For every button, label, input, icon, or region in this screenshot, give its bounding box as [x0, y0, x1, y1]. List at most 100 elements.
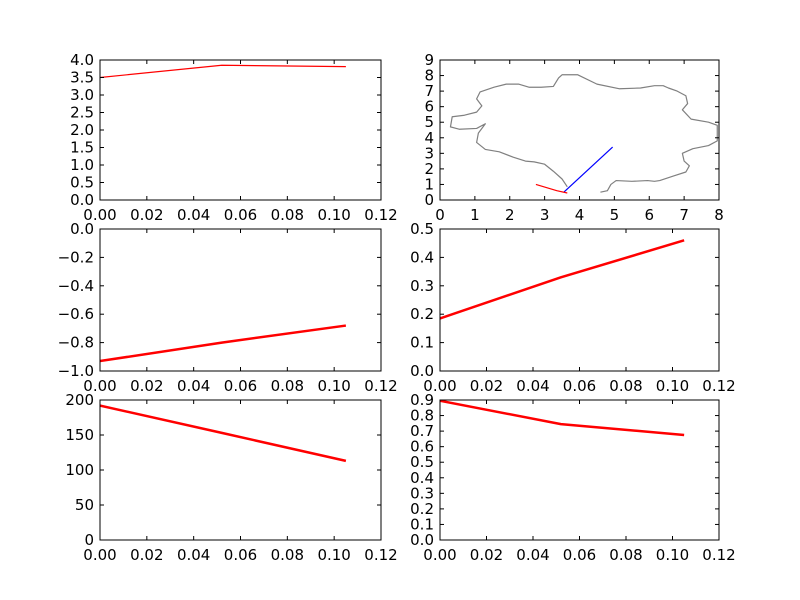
x-tick-label: 0.02 [470, 546, 503, 564]
y-tick-label: 0.1 [410, 515, 434, 533]
x-tick-label: 0.08 [271, 377, 304, 395]
y-tick-label: 0.4 [410, 469, 434, 487]
y-tick-label: 3.5 [70, 69, 94, 87]
x-tick-label: 6 [644, 206, 654, 224]
subplot-4: 0.00 0.02 0.04 0.06 0.08 0.10 0.12 0.0 0.1 0.2 0.3… [410, 220, 736, 395]
axes-background [99, 399, 382, 541]
y-tick-label: −0.6 [58, 305, 94, 323]
x-tick-label: 0.12 [364, 206, 397, 224]
x-tick-label: 0.06 [563, 377, 596, 395]
y-tick-label: 2.0 [70, 121, 94, 139]
x-tick-label: 0.10 [656, 546, 689, 564]
y-tick-label: 0.5 [410, 453, 434, 471]
y-tick-label: 0.0 [70, 220, 94, 238]
y-tick-label: 2.5 [70, 104, 94, 122]
x-tick-label: 0.00 [83, 546, 116, 564]
x-tick-label: 0.04 [177, 377, 210, 395]
x-tick-label: 0.10 [317, 546, 350, 564]
series-line-1 [100, 404, 347, 463]
y-tick-label: 0.2 [410, 305, 434, 323]
x-tick-label: 0.00 [423, 377, 456, 395]
y-tick-label: 6 [424, 98, 434, 116]
y-tick-label: 1 [424, 175, 434, 193]
x-tick-label: 0.00 [83, 206, 116, 224]
axes-background [439, 228, 720, 372]
x-tick-label: 1 [470, 206, 480, 224]
x-tick-label: 0.08 [609, 377, 642, 395]
axes-background [439, 59, 720, 201]
y-tick-label: 4 [424, 129, 434, 147]
y-tick-label: 200 [65, 391, 94, 409]
x-tick-label: 0.04 [516, 546, 549, 564]
subplot-5: 0.00 0.02 0.04 0.06 0.08 0.10 0.12 0 50 100 150 200 [65, 391, 397, 564]
y-tick-label: 0.0 [70, 191, 94, 209]
x-tick-label: 5 [610, 206, 620, 224]
y-tick-label: 8 [424, 67, 434, 85]
y-tick-label: 0.2 [410, 500, 434, 518]
x-tick-label: 0.10 [317, 206, 350, 224]
x-tick-label: 0.06 [224, 206, 257, 224]
y-tick-label: 7 [424, 82, 434, 100]
y-tick-label: 150 [65, 426, 94, 444]
x-tick-label: 0.02 [470, 377, 503, 395]
x-tick-label: 8 [714, 206, 724, 224]
y-tick-label: 0.1 [410, 334, 434, 352]
y-tick-label: 100 [65, 461, 94, 479]
y-tick-label: 9 [424, 51, 434, 69]
x-tick-label: 0.04 [516, 377, 549, 395]
series-line-1 [440, 400, 685, 437]
x-tick-label: 0.10 [317, 377, 350, 395]
y-tick-label: 0.7 [410, 422, 434, 440]
y-tick-label: 0 [424, 191, 434, 209]
y-tick-label: −0.8 [58, 334, 94, 352]
series-line-2 [563, 146, 614, 193]
y-tick-label: 3 [424, 144, 434, 162]
y-tick-label: 0.6 [410, 438, 434, 456]
subplot-1: 0.00 0.02 0.04 0.06 0.08 0.10 0.12 0.00.51.01.5… [70, 51, 398, 224]
series-line-1 [100, 324, 347, 363]
y-tick-label: 3.0 [70, 86, 94, 104]
x-tick-label: 0.12 [702, 546, 735, 564]
x-tick-label: 4 [575, 206, 585, 224]
x-tick-label: 0.12 [364, 377, 397, 395]
x-tick-label: 0.02 [130, 546, 163, 564]
x-tick-label: 0.04 [177, 546, 210, 564]
y-tick-label: 0.5 [70, 174, 94, 192]
x-tick-label: 0.12 [364, 546, 397, 564]
y-tick-label: 5 [424, 113, 434, 131]
y-tick-label: −1.0 [58, 362, 94, 380]
y-tick-label: 0.0 [410, 531, 434, 549]
y-tick-label: 0.5 [410, 220, 434, 238]
y-tick-label: 0.3 [410, 277, 434, 295]
x-tick-label: 0.06 [224, 377, 257, 395]
series-line-1 [440, 239, 685, 320]
y-tick-label: 2 [424, 160, 434, 178]
axes-background [99, 59, 382, 201]
axes-background [99, 228, 382, 372]
y-tick-label: 50 [75, 496, 94, 514]
series-line-1 [449, 74, 718, 193]
x-tick-label: 7 [679, 206, 689, 224]
subplot-6: 0.00 0.02 0.04 0.06 0.08 0.10 0.12 0.00.10.20.3… [410, 391, 736, 564]
x-tick-label: 0.10 [656, 377, 689, 395]
y-tick-label: 0 [84, 531, 94, 549]
series-line-3 [535, 183, 568, 194]
x-tick-label: 0.06 [224, 546, 257, 564]
y-tick-label: 0.8 [410, 407, 434, 425]
axes-background [439, 399, 720, 541]
x-tick-label: 3 [540, 206, 550, 224]
x-tick-label: 0 [435, 206, 445, 224]
y-tick-label: 4.0 [70, 51, 94, 69]
x-tick-label: 0.08 [271, 546, 304, 564]
x-tick-label: 0.08 [271, 206, 304, 224]
y-tick-label: 0.4 [410, 248, 434, 266]
x-tick-label: 0.06 [563, 546, 596, 564]
x-tick-label: 0.12 [702, 377, 735, 395]
y-tick-label: 0.0 [410, 362, 434, 380]
series-line-1 [100, 64, 346, 79]
x-tick-label: 0.00 [83, 377, 116, 395]
x-tick-label: 0.02 [130, 206, 163, 224]
y-tick-label: −0.2 [58, 248, 94, 266]
